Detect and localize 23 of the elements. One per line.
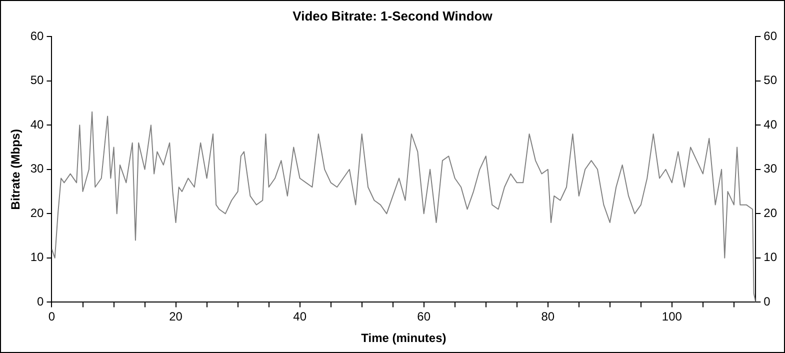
x-tick-label: 20: [169, 310, 183, 324]
y2-tick-label: 0: [764, 294, 771, 309]
y-axis-title: Bitrate (Mbps): [8, 129, 23, 210]
y-tick-label: 0: [37, 294, 44, 309]
y-tick-label: 30: [30, 162, 44, 176]
y2-tick-label: 50: [764, 73, 778, 88]
y2-tick-label: 20: [764, 206, 778, 220]
y-tick-label: 40: [30, 117, 44, 132]
y2-tick-label: 10: [764, 250, 778, 264]
y-tick-label: 50: [30, 73, 44, 88]
y-tick-label: 20: [30, 206, 44, 220]
x-tick-label: 0: [48, 310, 56, 324]
chart-title: Video Bitrate: 1-Second Window: [292, 8, 494, 24]
y2-tick-label: 60: [764, 28, 778, 43]
x-tick-label: 40: [293, 310, 307, 324]
x-tick-label: 100: [662, 310, 682, 324]
x-tick-label: 60: [417, 310, 431, 324]
y2-tick-label: 30: [764, 162, 778, 176]
x-axis-title: Time (minutes): [361, 331, 446, 346]
y-tick-label: 10: [30, 250, 44, 264]
y-tick-label: 60: [30, 28, 44, 43]
y2-tick-label: 40: [764, 117, 778, 132]
x-tick-label: 80: [541, 310, 555, 324]
